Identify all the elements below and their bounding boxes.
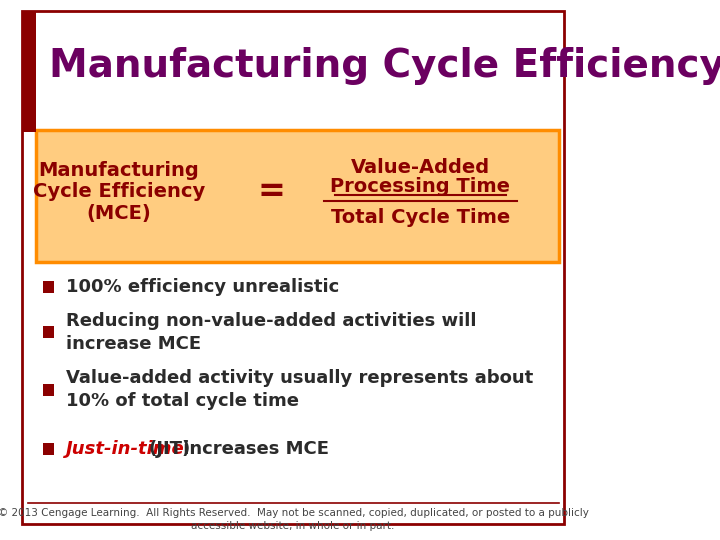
Bar (43, 384, 54, 396)
Text: Total Cycle Time: Total Cycle Time (330, 208, 510, 227)
Text: 100% efficiency unrealistic: 100% efficiency unrealistic (66, 278, 340, 296)
Bar (43, 443, 54, 455)
Bar (43, 281, 54, 293)
Text: (JIT): (JIT) (148, 440, 190, 458)
Text: Just-in-time: Just-in-time (66, 440, 192, 458)
FancyBboxPatch shape (36, 130, 559, 262)
Text: © 2013 Cengage Learning.  All Rights Reserved.  May not be scanned, copied, dupl: © 2013 Cengage Learning. All Rights Rese… (0, 508, 588, 531)
FancyBboxPatch shape (22, 11, 564, 524)
Bar (43, 326, 54, 338)
Text: Value-added activity usually represents about
10% of total cycle time: Value-added activity usually represents … (66, 369, 534, 410)
Text: Cycle Efficiency: Cycle Efficiency (32, 182, 205, 201)
Text: Processing Time: Processing Time (330, 177, 510, 196)
Text: =: = (257, 175, 285, 208)
Text: (MCE): (MCE) (86, 204, 151, 223)
Text: increases MCE: increases MCE (177, 440, 329, 458)
Text: Reducing non-value-added activities will
increase MCE: Reducing non-value-added activities will… (66, 312, 477, 353)
Text: Manufacturing Cycle Efficiency: Manufacturing Cycle Efficiency (48, 47, 720, 85)
Text: Manufacturing: Manufacturing (38, 160, 199, 180)
Text: Value-Added: Value-Added (351, 158, 490, 177)
Bar (22, 11, 36, 132)
